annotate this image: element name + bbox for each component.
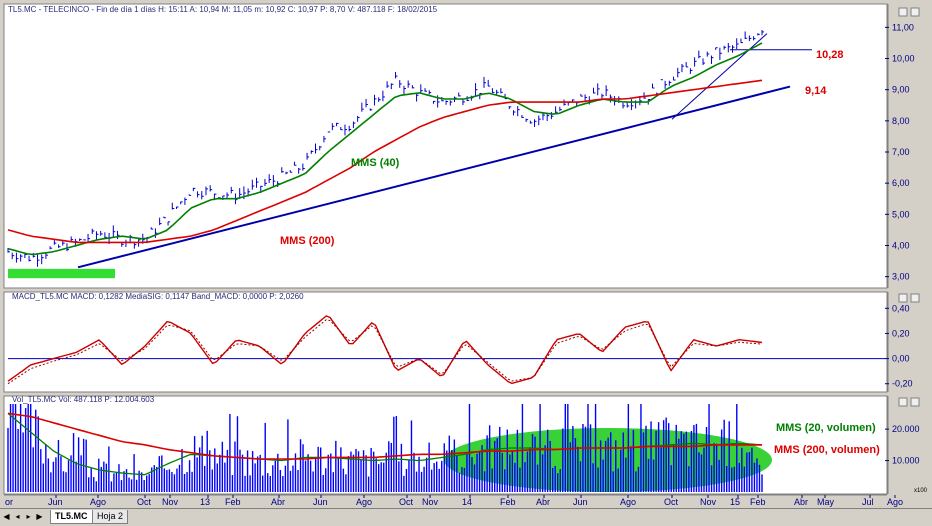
x-tick-label: Feb [500, 497, 516, 507]
level-high-label: 10,28 [816, 49, 844, 61]
trendline-thin [671, 33, 768, 120]
macd-signal-line [7, 319, 763, 385]
macd-y-axis: 0,40 0,20 0,00 -0,20 [885, 292, 913, 392]
trendline-main [77, 85, 791, 269]
next-sheet-button[interactable]: ▸ [26, 512, 31, 521]
x-tick-label: Jun [573, 497, 588, 507]
x-tick-label: Jun [48, 497, 63, 507]
x-tick-label: Oct [137, 497, 152, 507]
x-tick-label: Oct [399, 497, 414, 507]
vol-mms200-line [7, 412, 762, 460]
x-tick-label: Ago [90, 497, 106, 507]
mms200-line [7, 79, 763, 244]
x-tick-label: Ago [887, 497, 903, 507]
vol-mms20-label: MMS (20, volumen) [776, 422, 876, 434]
macd-close-button[interactable] [910, 293, 920, 303]
price-plot [7, 30, 812, 279]
price-y-axis: 11,00 10,00 9,00 8,00 7,00 6,00 5,00 4,00 3,00 [885, 4, 915, 288]
mms200-label: MMS (200) [280, 235, 335, 247]
macd-pane-title: MACD_TL5.MC MACD: 0,1282 MediaSIG: 0,114… [12, 292, 304, 301]
sheet-tab-bar: ◀ ◂ ▸ ▶ TL5.MC Hoja 2 [0, 508, 932, 526]
support-zone [8, 268, 115, 279]
macd-plot [7, 315, 886, 385]
price-tick-label: 3,00 [892, 272, 910, 282]
mms40-line [7, 42, 763, 256]
x-tick-label: 15 [730, 497, 740, 507]
volume-minimize-button[interactable] [898, 397, 908, 407]
vol-mms200-label: MMS (200, volumen) [774, 444, 880, 456]
price-minimize-button[interactable] [898, 7, 908, 17]
macd-tick-label: -0,20 [892, 379, 913, 389]
x-tick-label: Abr [536, 497, 550, 507]
volume-y-axis: 20.000 10.000 [885, 396, 920, 494]
price-tick-label: 6,00 [892, 178, 910, 188]
first-sheet-button[interactable]: ◀ [3, 512, 10, 521]
volume-plot [7, 404, 772, 492]
volume-tick-label: 20.000 [892, 424, 920, 434]
volume-close-button[interactable] [910, 397, 920, 407]
price-tick-label: 4,00 [892, 240, 910, 250]
x-tick-label: 14 [462, 497, 472, 507]
price-tick-label: 10,00 [892, 54, 915, 64]
volume-pane-title: Vol_TL5.MC Vol: 487.118 P: 12.004.603 [12, 395, 155, 404]
volume-scale-label: x100 [914, 488, 928, 494]
x-tick-label: Abr [271, 497, 285, 507]
x-axis: or Jun Ago Oct Nov 13 Feb Abr Jun Ago Oct Nov 14 Feb A… [4, 494, 903, 507]
price-close-button[interactable] [910, 7, 920, 17]
x-tick-label: Nov [422, 497, 439, 507]
macd-minimize-button[interactable] [898, 293, 908, 303]
price-tick-label: 5,00 [892, 209, 910, 219]
x-tick-label: Nov [162, 497, 179, 507]
x-tick-label: Ago [356, 497, 372, 507]
x-tick-label: Jul [862, 497, 874, 507]
tab-tl5mc[interactable]: TL5.MC [50, 510, 93, 524]
price-tick-label: 9,00 [892, 85, 910, 95]
price-tick-label: 11,00 [892, 22, 914, 32]
macd-tick-label: 0,20 [892, 328, 910, 338]
last-sheet-button[interactable]: ▶ [36, 512, 43, 521]
level-low-label: 9,14 [805, 85, 827, 97]
tab-hoja2[interactable]: Hoja 2 [92, 510, 129, 524]
volume-tick-label: 10.000 [892, 456, 920, 466]
macd-tick-label: 0,00 [892, 354, 910, 364]
x-tick-label-partial: or [5, 497, 13, 507]
prev-sheet-button[interactable]: ◂ [15, 512, 20, 521]
chart-canvas: TL5.MC - TELECINCO - Fin de día 1 días H… [3, 3, 928, 507]
x-tick-label: May [817, 497, 835, 507]
x-tick-label: 13 [200, 497, 210, 507]
price-pane-title: TL5.MC - TELECINCO - Fin de día 1 días H… [8, 5, 438, 14]
price-tick-label: 7,00 [892, 147, 910, 157]
macd-tick-label: 0,40 [892, 303, 910, 313]
x-tick-label: Ago [620, 497, 636, 507]
x-tick-label: Jun [313, 497, 328, 507]
price-pane [3, 3, 888, 289]
x-tick-label: Feb [225, 497, 241, 507]
x-tick-label: Oct [664, 497, 679, 507]
x-tick-label: Abr [794, 497, 808, 507]
x-tick-label: Feb [750, 497, 766, 507]
price-tick-label: 8,00 [892, 116, 910, 126]
x-tick-label: Nov [700, 497, 717, 507]
mms40-label: MMS (40) [351, 157, 400, 169]
